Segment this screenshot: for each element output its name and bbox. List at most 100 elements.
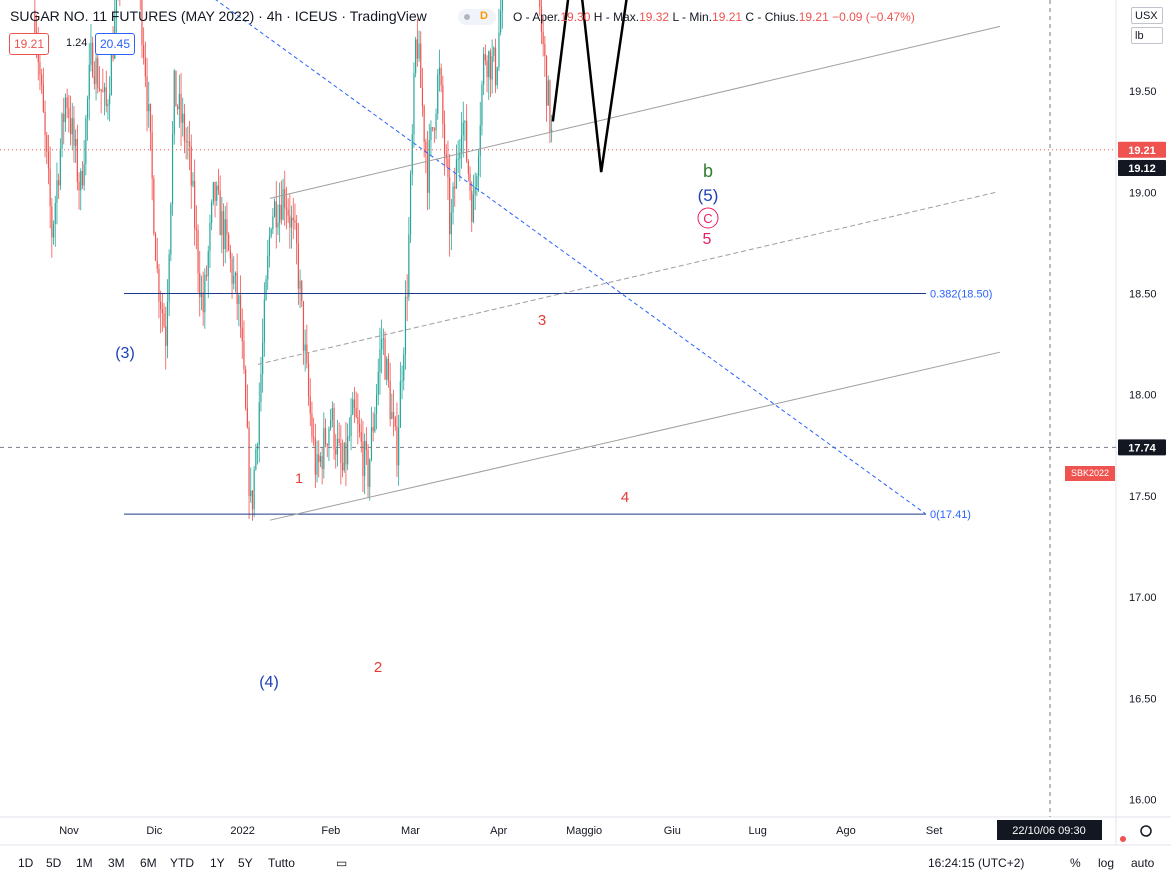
open-value: 19.30 xyxy=(560,10,591,24)
range-button-1m[interactable]: 1M xyxy=(76,856,93,870)
candle-body xyxy=(148,104,150,112)
sell-price-button[interactable]: 19.21 xyxy=(9,33,50,55)
price-tick-label: 16.50 xyxy=(1129,693,1157,705)
price-tick-label: 17.50 xyxy=(1129,491,1157,503)
candle-body xyxy=(335,448,337,455)
candle-body xyxy=(248,427,250,497)
unit-select[interactable]: lb xyxy=(1131,27,1163,44)
candle-body xyxy=(59,148,61,186)
calendar-icon[interactable]: ▭ xyxy=(336,856,348,870)
candle-body xyxy=(194,180,196,229)
candle-body xyxy=(409,174,412,235)
wave-label: (5) xyxy=(698,186,719,205)
candle-body xyxy=(61,113,63,149)
price-marker-box xyxy=(1118,141,1166,158)
candle-body xyxy=(277,223,279,228)
time-tick-label: Dic xyxy=(146,825,162,837)
channel-upper-line xyxy=(269,25,1001,199)
candle-body xyxy=(158,268,160,302)
candle-body xyxy=(80,170,82,191)
candle-body xyxy=(177,106,179,110)
candle-body xyxy=(544,44,546,57)
time-tick-label: Ago xyxy=(836,825,856,837)
candle-body xyxy=(301,280,303,302)
currency-select[interactable]: USX xyxy=(1131,7,1163,24)
candle-body xyxy=(394,417,396,427)
candle-body xyxy=(233,275,235,284)
channel-lower-line xyxy=(269,351,1001,521)
price-axis[interactable]: 16.00 16.50 17.00 17.50 18.00 18.50 19.00 19.50… xyxy=(1118,0,1166,807)
candle-body xyxy=(190,146,192,186)
clock-readout[interactable]: 16:24:15 (UTC+2) xyxy=(928,856,1025,870)
candle-body xyxy=(241,327,243,342)
candle-body xyxy=(420,43,422,88)
candle-body xyxy=(454,186,456,189)
price-tick-label: 17.00 xyxy=(1129,592,1157,604)
candle-body xyxy=(421,87,424,107)
candle-body xyxy=(105,87,107,106)
candle-body xyxy=(92,42,94,77)
candle-body xyxy=(379,349,381,372)
candle-body xyxy=(358,423,361,433)
candle-body xyxy=(34,10,36,33)
candle-body xyxy=(296,222,298,244)
wave-label: (4) xyxy=(259,674,279,691)
candle-body xyxy=(428,140,430,193)
change-value: −0.09 (−0.47%) xyxy=(832,10,915,24)
candle-body xyxy=(452,186,454,213)
status-indicator[interactable]: D xyxy=(458,9,496,25)
range-button-3m[interactable]: 3M xyxy=(108,856,125,870)
candle-body xyxy=(408,234,410,297)
time-tick-label: Apr xyxy=(490,825,507,837)
price-tick-label: 16.00 xyxy=(1129,795,1157,807)
candle-body xyxy=(195,228,197,231)
range-button-1d[interactable]: 1D xyxy=(18,856,34,870)
percent-toggle[interactable]: % xyxy=(1070,856,1081,870)
candle-body xyxy=(367,449,369,487)
price-marker-label: 19.21 xyxy=(1128,145,1156,157)
candle-body xyxy=(228,234,230,251)
candle-body xyxy=(449,177,451,235)
range-button-1y[interactable]: 1Y xyxy=(210,856,225,870)
price-tick-label: 18.00 xyxy=(1129,390,1157,402)
candle-body xyxy=(406,296,408,298)
candle-body xyxy=(173,70,175,135)
candle-body xyxy=(76,139,78,182)
candle-body xyxy=(81,170,84,186)
range-button-ytd[interactable]: YTD xyxy=(170,856,194,870)
candle-body xyxy=(330,420,332,429)
candle-body xyxy=(56,180,58,203)
candle-body xyxy=(63,113,65,122)
candle-body xyxy=(464,121,466,123)
range-button-tutto[interactable]: Tutto xyxy=(268,856,295,870)
candle-body xyxy=(97,58,99,88)
time-axis[interactable]: Nov Dic 2022 Feb Mar Apr Maggio Giu Lug Ago Set 22/… xyxy=(59,820,1152,842)
candle-body xyxy=(212,182,214,203)
candle-body xyxy=(284,189,286,208)
candle-body xyxy=(216,185,218,201)
candle-body xyxy=(69,117,72,135)
high-value: 19.32 xyxy=(639,10,670,24)
wave-label: 4 xyxy=(621,489,629,506)
log-toggle[interactable]: log xyxy=(1098,856,1115,870)
price-tick-label: 18.50 xyxy=(1129,289,1157,301)
wave-label: 5 xyxy=(703,231,712,248)
candle-body xyxy=(369,459,371,487)
range-button-6m[interactable]: 6M xyxy=(140,856,157,870)
wave-label: 1 xyxy=(295,470,303,486)
candle-body xyxy=(183,113,186,142)
buy-price-button[interactable]: 20.45 xyxy=(95,33,136,55)
candle-body xyxy=(336,438,339,455)
candle-body xyxy=(455,159,458,189)
symbol-price-tag: SBK2022 xyxy=(1065,466,1115,481)
candle-body xyxy=(224,219,226,249)
range-button-5y[interactable]: 5Y xyxy=(238,856,253,870)
range-button-5d[interactable]: 5D xyxy=(46,856,62,870)
candle-body xyxy=(457,158,459,160)
candle-body xyxy=(85,118,87,165)
auto-toggle[interactable]: auto xyxy=(1131,856,1155,870)
status-dot-icon xyxy=(464,14,470,20)
candle-body xyxy=(347,436,349,465)
candle-body xyxy=(287,209,289,216)
